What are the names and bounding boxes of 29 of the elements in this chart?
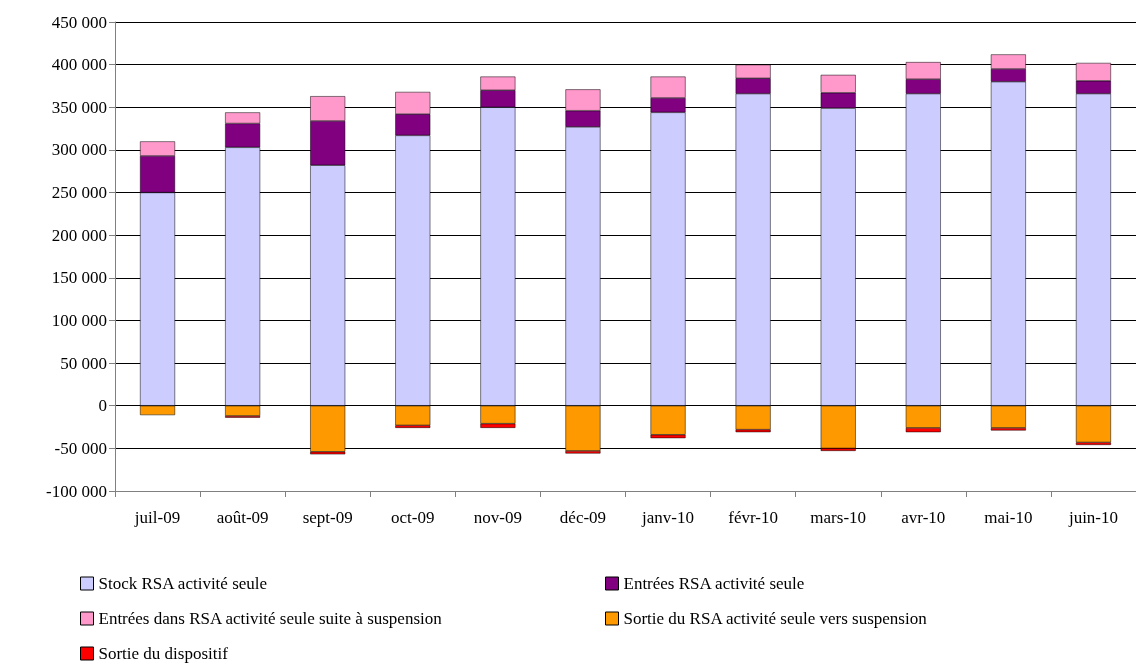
x-tick-label: oct-09: [391, 508, 435, 527]
y-tick-label: 250 000: [51, 183, 107, 203]
y-tick-label: 300 000: [51, 140, 107, 160]
x-tick-label: sept-09: [302, 508, 353, 527]
x-tick-label: juin-10: [1067, 508, 1119, 527]
x-tick-label: déc-09: [559, 508, 607, 527]
x-tick-label: nov-09: [473, 508, 522, 527]
x-tick-label: janv-10: [641, 508, 695, 527]
y-tick-label: -50 000: [54, 438, 107, 458]
x-tick-label: avr-10: [901, 508, 946, 527]
x-tick-label: mars-10: [810, 508, 867, 527]
y-tick-label: 150 000: [51, 268, 107, 288]
legend-label: Sortie du RSA activité seule vers suspension: [623, 609, 928, 628]
y-tick-label: 0: [98, 396, 107, 416]
x-tick-label: août-09: [216, 508, 269, 527]
x-tick-label: mai-10: [984, 508, 1033, 527]
y-tick-label: 100 000: [51, 310, 107, 330]
y-tick-label: 50 000: [60, 353, 107, 373]
legend-label: Stock RSA activité seule: [98, 574, 268, 593]
y-tick-label: -100 000: [46, 481, 107, 501]
y-tick-label: 450 000: [51, 12, 107, 32]
y-tick-label: 200 000: [51, 225, 107, 245]
legend-label: Entrées dans RSA activité seule suite à suspension: [98, 609, 443, 628]
x-tick-label: févr-10: [728, 508, 778, 527]
legend-label: Entrées RSA activité seule: [623, 574, 805, 593]
y-tick-label: 400 000: [51, 55, 107, 75]
x-tick-label: juil-09: [133, 508, 181, 527]
y-tick-label: 350 000: [51, 97, 107, 117]
legend-label: Sortie du dispositif: [98, 644, 229, 663]
